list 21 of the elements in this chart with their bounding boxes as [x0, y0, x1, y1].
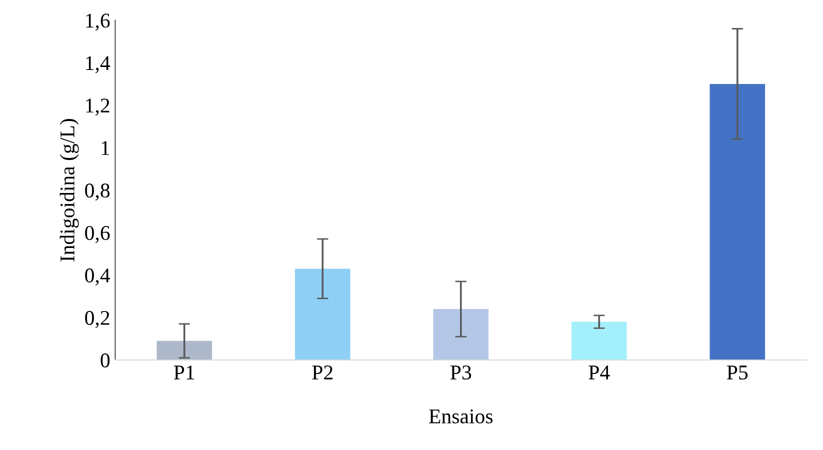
bar [433, 309, 489, 360]
bar [710, 84, 766, 360]
x-tick-label: P1 [174, 366, 194, 380]
x-tick-label: P2 [312, 366, 332, 380]
y-axis-title: Indigoidina (g/L) [60, 119, 79, 262]
y-tick-label: 0,2 [85, 310, 110, 328]
y-tick-label: 0 [100, 353, 110, 368]
y-tick-label: 0,8 [85, 184, 110, 201]
y-tick-label: 1 [102, 141, 110, 155]
y-tick-label: 1,6 [86, 14, 110, 31]
y-tick-label: 1,4 [86, 56, 110, 74]
bar [294, 268, 350, 360]
y-tick-label: 1,2 [86, 98, 110, 116]
bar [156, 340, 212, 360]
x-tick-label: P5 [727, 366, 748, 380]
bar [571, 322, 627, 360]
y-tick-label: 0,4 [85, 268, 110, 286]
x-tick-label: P4 [588, 366, 610, 380]
x-tick-label: P3 [450, 366, 472, 380]
x-axis-title: Ensaios [429, 409, 493, 424]
y-tick-label: 0,6 [85, 226, 110, 244]
